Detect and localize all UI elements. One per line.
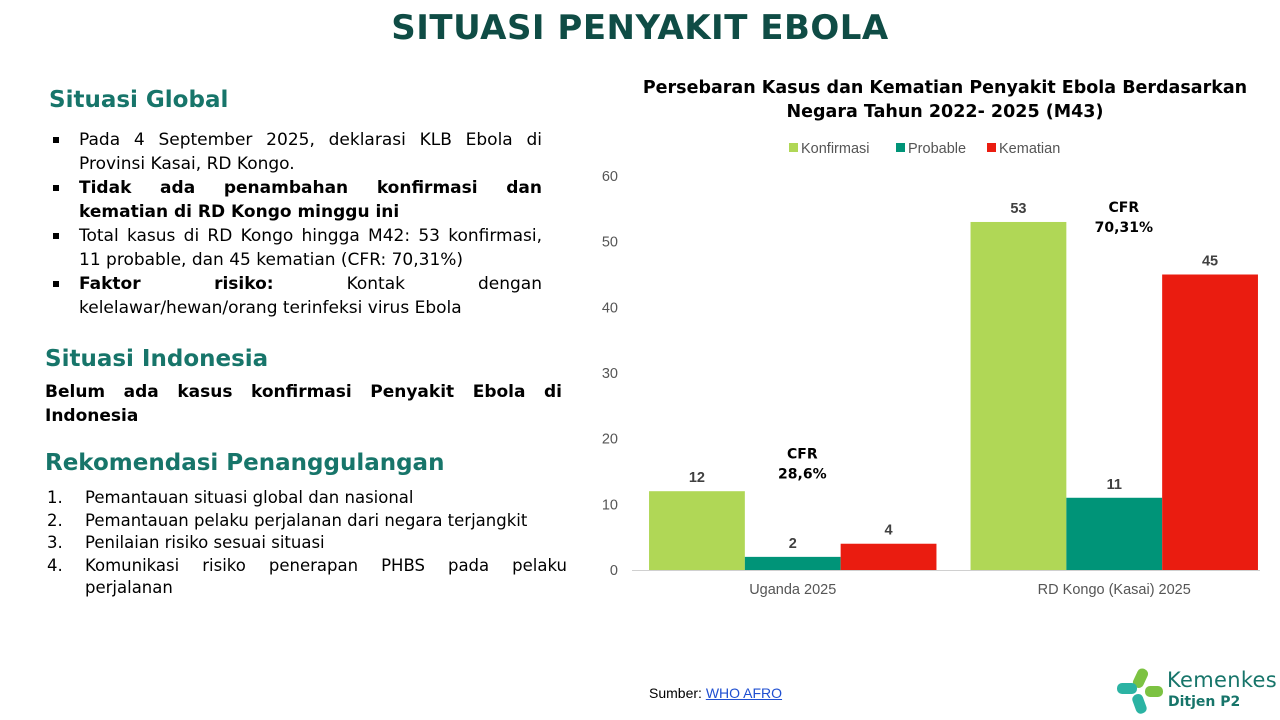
recommendation-item: 3. Penilaian risiko sesuai situasi	[47, 532, 567, 555]
recommendation-number: 3.	[47, 533, 63, 552]
global-heading: Situasi Global	[49, 87, 229, 113]
chart-legend: Konfirmasi Probable Kematian	[789, 141, 1060, 157]
global-bullet-text: Kontak dengan kelelawar/hewan/orang teri…	[79, 274, 542, 318]
cfr-annotation: 70,31%	[1095, 220, 1153, 236]
recommendation-text: Pemantauan situasi global dan nasional	[85, 488, 414, 507]
recommendation-item: 4. Komunikasi risiko penerapan PHBS pada …	[47, 555, 567, 600]
indonesia-heading: Situasi Indonesia	[45, 346, 269, 372]
recommendation-item: 2. Pemantauan pelaku perjalanan dari nega…	[47, 510, 567, 533]
bar	[744, 556, 841, 570]
recommendation-number: 1.	[47, 488, 63, 507]
cfr-annotation: CFR	[1109, 200, 1140, 216]
bar	[970, 221, 1067, 570]
recommendation-text: Pemantauan pelaku perjalanan dari negara…	[85, 510, 528, 530]
source-note: Sumber: WHO AFRO	[649, 685, 782, 701]
y-tick-label: 0	[610, 563, 618, 579]
bar	[649, 491, 745, 570]
source-label: Sumber:	[649, 685, 706, 701]
chart-title: Persebaran Kasus dan Kematian Penyakit E…	[642, 78, 1248, 122]
legend-label: Konfirmasi	[801, 141, 870, 157]
recommendation-list: 1. Pemantauan situasi global dan nasional…	[47, 487, 567, 600]
global-bullet-item: Tidak ada penambahan konfirmasi dan kema…	[50, 176, 542, 224]
recommendation-heading: Rekomendasi Penanggulangan	[45, 450, 445, 476]
logo-sub: Ditjen P2	[1168, 694, 1241, 710]
data-label: 53	[1010, 201, 1026, 217]
recommendation-item: 1. Pemantauan situasi global dan nasional	[47, 487, 567, 510]
data-label: 12	[689, 470, 705, 486]
kemenkes-logo-icon	[1117, 668, 1163, 714]
legend-label: Probable	[908, 141, 966, 157]
global-bullet-item: Faktor risiko: Kontak dengan kelelawar/h…	[50, 272, 542, 320]
legend-swatch	[987, 143, 996, 152]
y-tick-label: 30	[602, 366, 618, 382]
y-tick-label: 60	[602, 169, 618, 185]
data-label: 11	[1107, 477, 1122, 493]
bar-chart: 0 10 20 30 40 50 60 12 2 4 Uganda 2025 53 11 45 RD Kon…	[602, 169, 1260, 598]
page-title: SITUASI PENYAKIT EBOLA	[391, 8, 889, 48]
indonesia-text: Belum ada kasus konfirmasi Penyakit Ebol…	[45, 382, 562, 426]
global-bullet-list: Pada 4 September 2025, deklarasi KLB Ebo…	[50, 128, 542, 320]
logo-name: Kemenkes	[1167, 668, 1278, 692]
recommendation-number: 2.	[47, 510, 63, 530]
y-tick-label: 50	[602, 235, 618, 251]
recommendation-text: Penilaian risiko sesuai situasi	[85, 533, 325, 552]
kemenkes-logo: Kemenkes Ditjen P2	[1115, 666, 1278, 716]
legend-swatch	[896, 143, 905, 152]
legend-swatch	[789, 143, 798, 152]
x-tick-label: Uganda 2025	[749, 582, 836, 598]
y-tick-label: 10	[602, 497, 618, 513]
y-tick-label: 40	[602, 300, 618, 316]
recommendation-text: Komunikasi risiko penerapan PHBS pada pe…	[85, 555, 567, 598]
source-link[interactable]: WHO AFRO	[705, 685, 783, 701]
global-bullet-bold: Faktor risiko:	[79, 274, 274, 294]
data-label: 45	[1202, 254, 1218, 270]
left-column: Situasi Global Pada 4 September 2025, de…	[0, 0, 600, 720]
bar	[840, 543, 937, 570]
cfr-annotation: CFR	[787, 446, 818, 462]
global-bullet-item: Pada 4 September 2025, deklarasi KLB Ebo…	[50, 128, 542, 176]
recommendation-number: 4.	[47, 555, 63, 575]
global-bullet-text: Pada 4 September 2025, deklarasi KLB Ebo…	[79, 130, 542, 174]
bar	[1066, 497, 1163, 570]
x-tick-label: RD Kongo (Kasai) 2025	[1038, 582, 1191, 598]
y-tick-label: 20	[602, 432, 618, 448]
cfr-annotation: 28,6%	[778, 466, 827, 482]
global-bullet-bold: Tidak ada penambahan konfirmasi dan kema…	[79, 178, 542, 222]
bar	[1162, 274, 1258, 570]
global-bullet-item: Total kasus di RD Kongo hingga M42: 53 k…	[50, 224, 542, 272]
legend-label: Kematian	[999, 141, 1060, 157]
data-label: 4	[885, 523, 893, 539]
data-label: 2	[789, 536, 797, 552]
global-bullet-text: Total kasus di RD Kongo hingga M42: 53 k…	[79, 226, 542, 270]
